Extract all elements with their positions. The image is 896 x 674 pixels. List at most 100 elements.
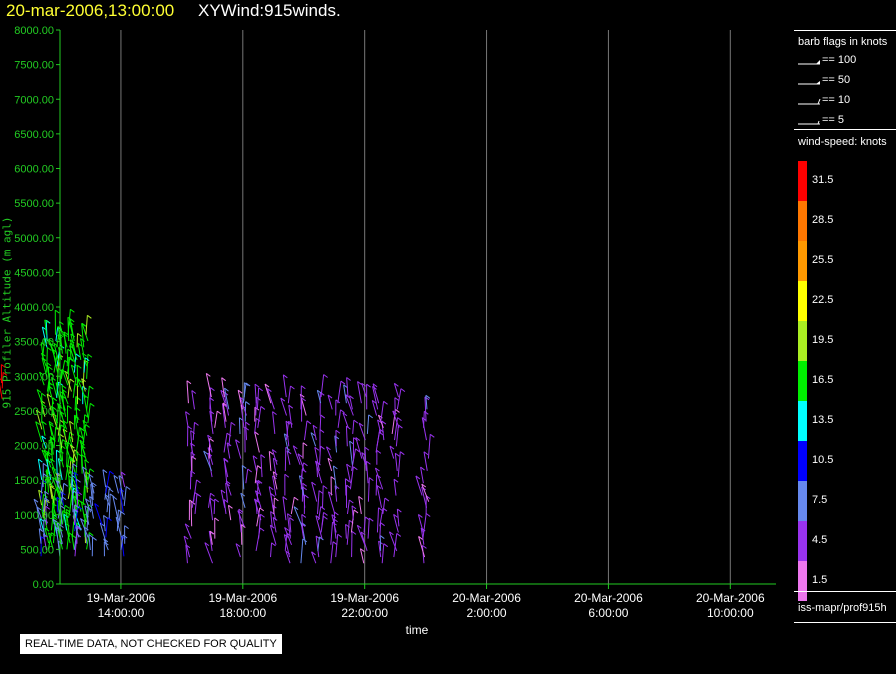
wind-barb-flag [35,421,40,426]
wind-barb-flag [46,362,52,367]
wind-barb [327,491,336,515]
wind-barb [1,372,4,389]
wind-barb-flag [320,445,325,450]
wind-barb [53,343,61,367]
quality-notice: REAL-TIME DATA, NOT CHECKED FOR QUALITY [20,634,282,654]
wind-barb-flag [207,434,212,439]
wind-barb [350,509,355,533]
wind-barb-flag [70,444,75,449]
wind-barb [376,485,383,508]
wind-barb [320,374,325,398]
wind-barb [123,486,127,506]
wind-barb [315,515,323,539]
wind-barb-flag [399,451,405,456]
wind-barb-flag [346,377,351,381]
wind-barb-flag [364,446,370,451]
wind-barb-flag [67,405,72,409]
wind-barb [108,493,111,519]
wind-barb-flag [72,463,78,468]
wind-barb [420,466,424,484]
wind-barb [228,422,232,447]
wind-barb [46,347,48,373]
wind-barb-flag [69,318,75,323]
wind-barb [269,525,277,545]
wind-barb-flag [384,497,390,502]
wind-barb-flag [360,531,366,536]
wind-barb-flag [240,492,246,497]
wind-barb-flag [33,498,39,503]
y-tick-label: 2500.00 [14,406,54,418]
y-tick-label: 500.00 [20,544,54,556]
speed-label: 28.5 [812,214,834,226]
wind-barb [43,499,47,518]
wind-barb [87,403,91,424]
wind-barb [351,505,354,521]
y-tick-label: 4500.00 [14,267,54,279]
wind-barb-flag [383,400,388,405]
wind-barb [330,541,334,564]
y-tick-label: 2000.00 [14,441,54,453]
wind-barb-flag [223,499,229,503]
wind-barb-flag [183,535,189,540]
wind-barb-flag [244,382,249,387]
speed-label: 19.5 [812,334,834,346]
wind-barb [310,432,317,447]
wind-barb [280,397,288,416]
wind-barb [207,493,212,508]
wind-barb [417,514,424,533]
wind-barb-flag [84,526,89,531]
wind-barb [70,333,76,354]
wind-barb [266,388,275,410]
wind-barb-flag [318,490,324,494]
wind-barb [46,362,51,386]
wind-barb [73,377,77,392]
wind-barb-flag [361,382,366,387]
wind-barb-flag [36,389,42,393]
wind-barb [88,534,91,551]
wind-barb [367,477,370,502]
wind-barb [35,421,43,443]
wind-barb [345,394,354,416]
wind-barb [235,439,242,459]
wind-barb [84,505,90,525]
wind-barb [392,410,400,428]
wind-barb [56,368,59,392]
wind-barb-flag [372,383,378,388]
wind-barb [254,384,257,404]
wind-barb-flag [365,516,370,521]
wind-barb [103,515,106,532]
speed-label: 25.5 [812,254,834,266]
wind-barb-flag [361,452,366,456]
wind-barb-flag [75,377,81,381]
speed-swatch [798,361,807,401]
wind-barb-flag [421,483,427,488]
wind-barb-flag [379,535,385,539]
wind-barb-flag [80,338,85,342]
wind-barb-flag [48,338,53,343]
wind-barb-flag [63,482,69,487]
wind-barb-flag [259,527,265,532]
wind-barb-flag [62,439,67,443]
wind-barb [288,405,293,428]
wind-barb [361,383,367,398]
wind-barb [42,338,46,354]
wind-barb-flag [89,402,95,407]
wind-barb [46,393,52,411]
speed-label: 4.5 [812,534,828,546]
y-tick-label: 7000.00 [14,94,54,106]
wind-barb-flag [42,421,47,425]
wind-barb [86,386,90,411]
wind-barb [223,458,229,478]
wind-barb-flag [74,504,80,509]
speed-label: 31.5 [812,174,834,186]
wind-barb-flag [274,497,279,502]
y-tick-label: 4000.00 [14,302,54,314]
wind-barb-flag [422,545,427,549]
wind-barb-flag [346,463,351,468]
legend-divider [794,30,896,31]
wind-barb [287,385,291,404]
speed-swatch [798,281,807,321]
wind-barb-flag [349,499,354,504]
wind-barb [42,497,46,513]
wind-barb-flag [255,480,261,484]
